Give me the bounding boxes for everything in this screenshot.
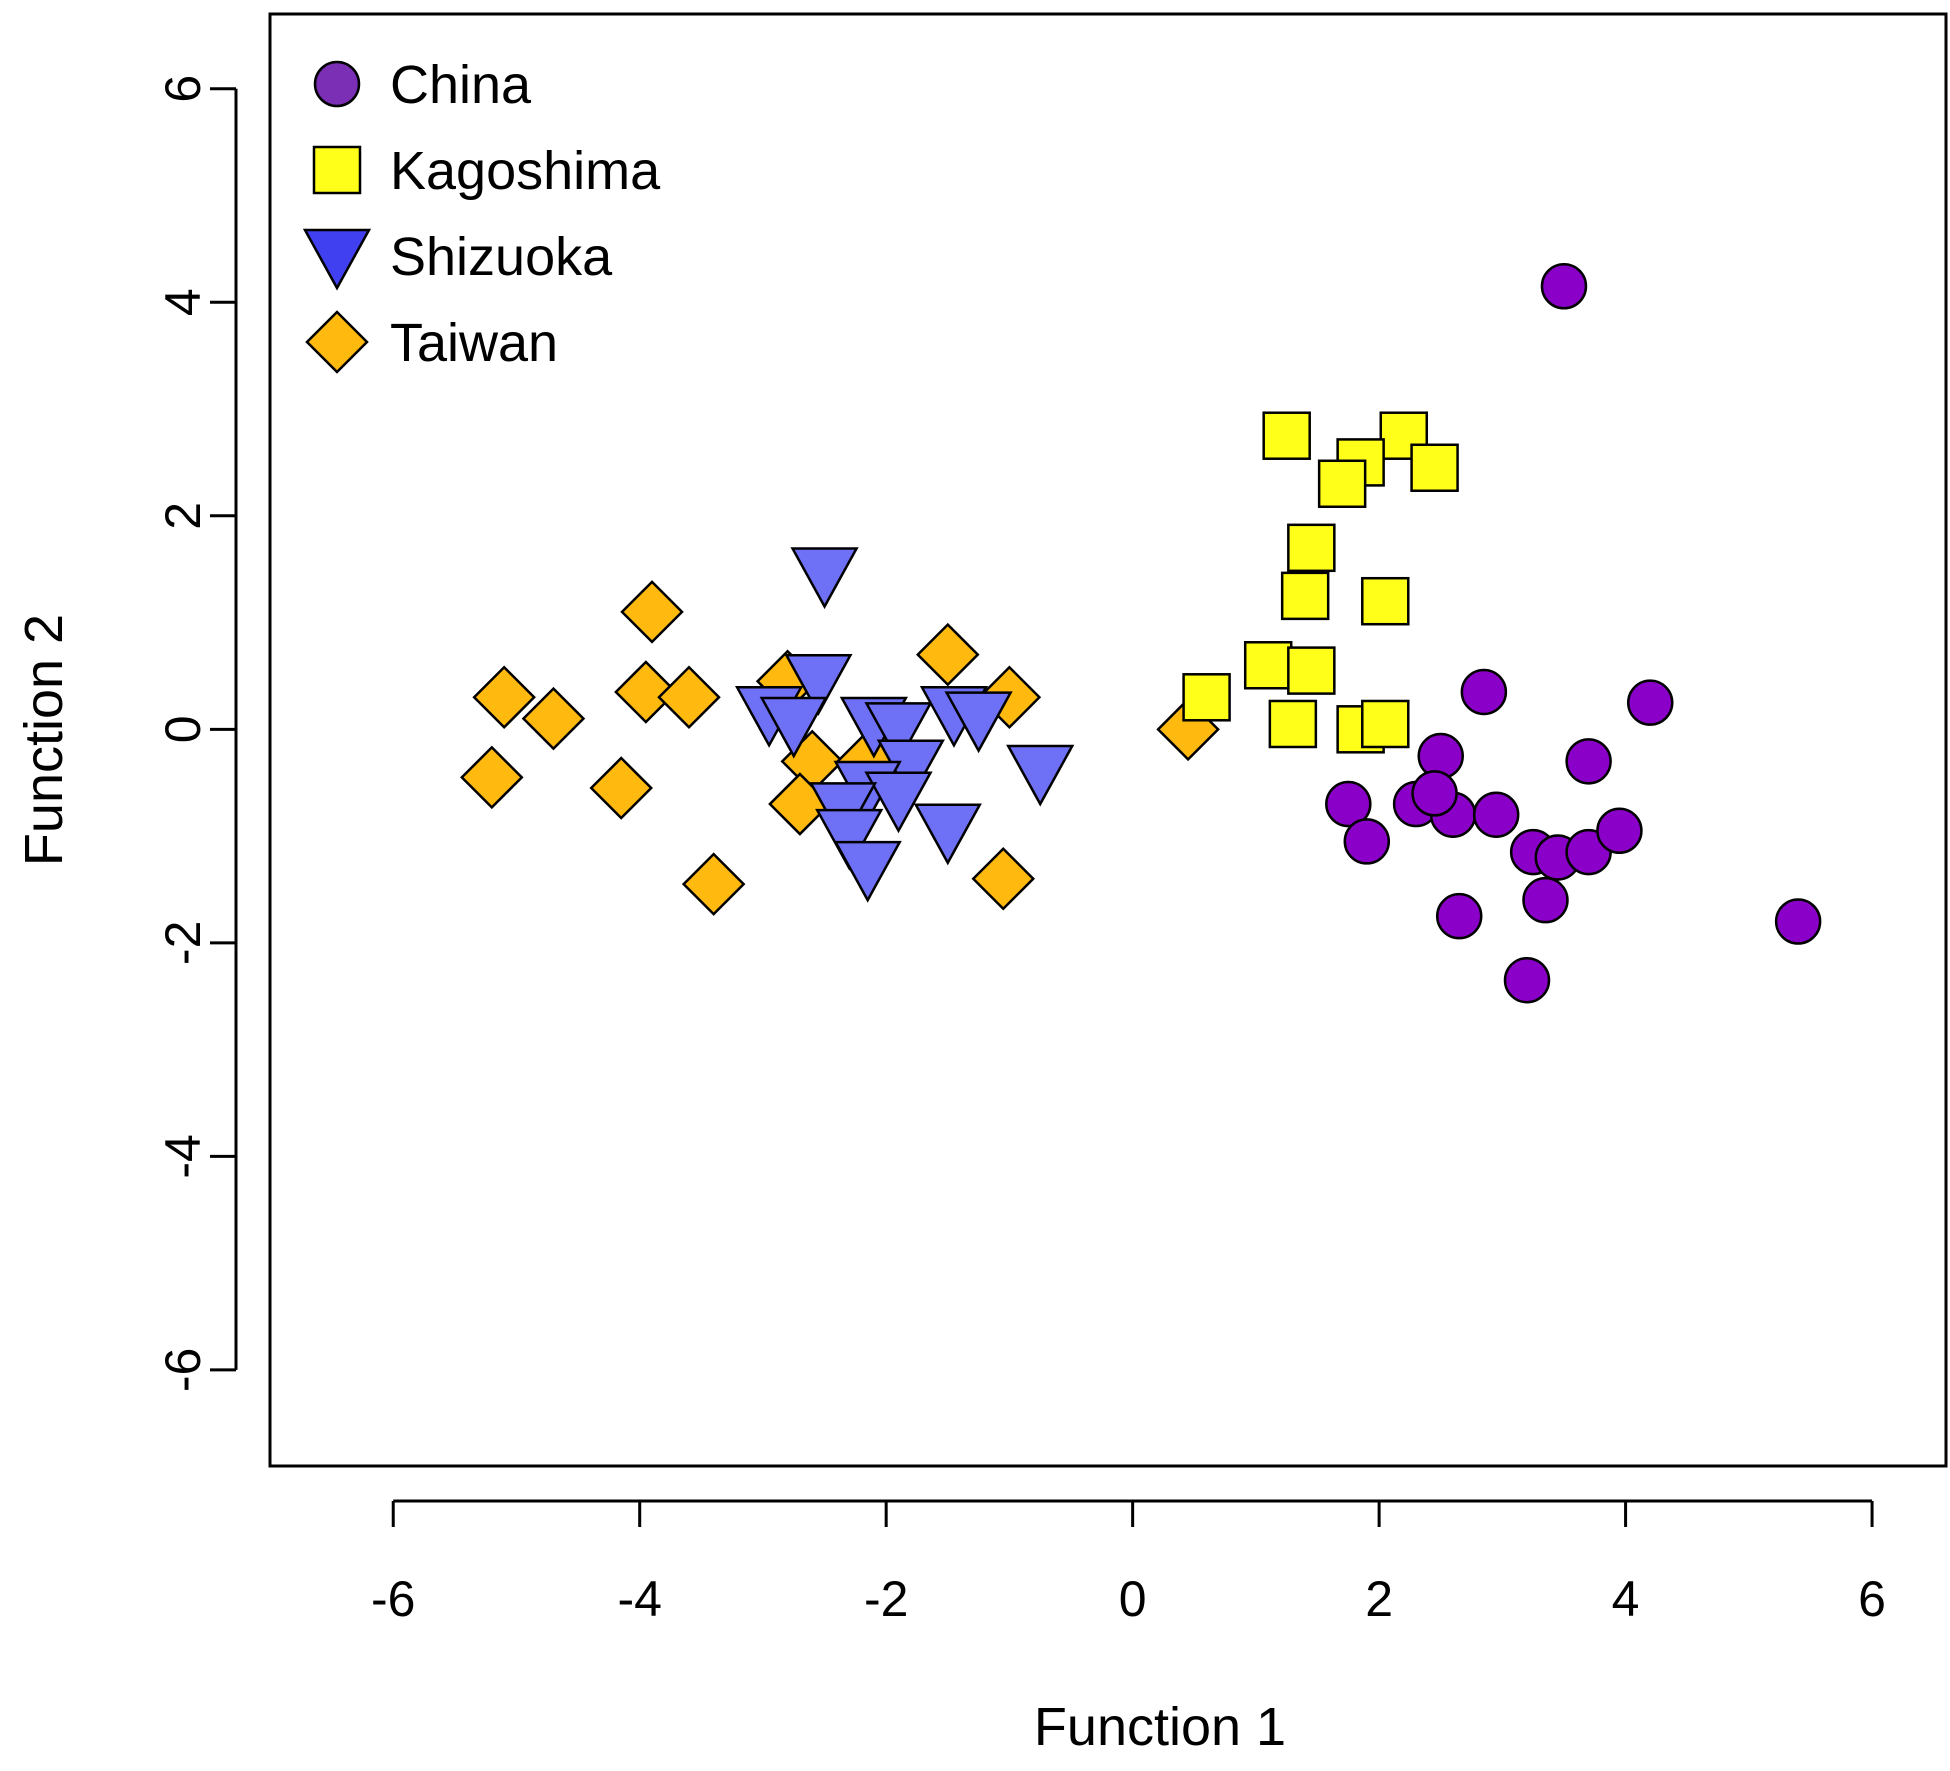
- kagoshima-point: [1268, 699, 1318, 749]
- china-point: [1540, 263, 1588, 310]
- kagoshima-point: [1182, 673, 1231, 722]
- kagoshima-point: [1262, 411, 1311, 460]
- legend-label-kagoshima: Kagoshima: [390, 141, 661, 201]
- x-tick-label: 2: [1365, 1571, 1393, 1627]
- legend-label-taiwan: Taiwan: [390, 313, 558, 373]
- shizuoka-point: [784, 654, 853, 716]
- china-point: [1565, 738, 1612, 785]
- kagoshima-point: [1287, 646, 1336, 695]
- taiwan-point: [472, 665, 536, 730]
- china-point: [1343, 818, 1391, 865]
- y-tick-label: -4: [155, 1134, 211, 1178]
- x-tick-label: 0: [1119, 1571, 1147, 1627]
- y-tick-label: -2: [155, 921, 211, 965]
- taiwan-point: [916, 622, 980, 687]
- kagoshima-point: [1410, 443, 1459, 492]
- kagoshima-point: [1280, 571, 1330, 621]
- china-point: [1522, 876, 1569, 924]
- y-axis-title: Function 2: [14, 614, 74, 866]
- x-tick-label: 6: [1858, 1571, 1886, 1627]
- kagoshima-point: [1361, 699, 1410, 749]
- y-axis: -6 -4 -2 0 2 4 6: [155, 75, 238, 1392]
- taiwan-point: [657, 665, 721, 730]
- legend-label-china: China: [390, 55, 532, 115]
- plot-frame: [268, 12, 1948, 1468]
- taiwan-point: [460, 745, 524, 810]
- y-tick-label: 4: [155, 288, 211, 316]
- taiwan-point: [589, 756, 653, 820]
- shizuoka-point: [944, 691, 1013, 754]
- legend-shizuoka-triangle-icon: [302, 228, 372, 291]
- taiwan-point: [620, 580, 684, 644]
- taiwan-point: [614, 660, 678, 724]
- kagoshima-point: [1243, 641, 1293, 690]
- x-tick-label: -6: [371, 1571, 415, 1627]
- x-axis: -6 -4 -2 0 2 4 6: [371, 1499, 1886, 1627]
- shizuoka-point: [815, 808, 884, 871]
- y-tick-label: 6: [155, 75, 211, 103]
- taiwan-point: [681, 852, 746, 916]
- legend: China Kagoshima Shizuoka Taiwan: [302, 55, 661, 374]
- china-point: [1435, 892, 1483, 940]
- x-tick-label: -4: [617, 1571, 661, 1627]
- china-point: [1774, 898, 1822, 945]
- taiwan-point: [521, 686, 586, 751]
- china-point: [1460, 668, 1508, 716]
- shizuoka-point: [864, 702, 933, 764]
- legend-china-circle-icon: [313, 60, 361, 108]
- china-point: [1411, 770, 1458, 817]
- shizuoka-point: [833, 840, 902, 903]
- legend-taiwan-diamond-icon: [305, 310, 369, 374]
- kagoshima-point: [1317, 459, 1367, 509]
- china-point: [1472, 791, 1520, 838]
- kagoshima-point: [1287, 523, 1336, 573]
- legend-kagoshima-square-icon: [312, 145, 362, 195]
- y-tick-label: 0: [155, 715, 211, 743]
- x-tick-label: 4: [1612, 1571, 1640, 1627]
- y-tick-label: -6: [155, 1348, 211, 1392]
- shizuoka-point: [759, 696, 828, 759]
- shizuoka-point: [913, 803, 982, 866]
- china-point: [1503, 956, 1551, 1004]
- shizuoka-point: [790, 547, 859, 610]
- china-point: [1596, 807, 1643, 854]
- x-tick-label: -2: [864, 1571, 908, 1627]
- legend-label-shizuoka: Shizuoka: [390, 227, 613, 287]
- taiwan-point: [971, 847, 1036, 911]
- kagoshima-point: [1361, 576, 1410, 626]
- y-tick-label: 2: [155, 502, 211, 530]
- china-point: [1626, 679, 1674, 726]
- china-point: [1325, 780, 1372, 828]
- shizuoka-point: [864, 771, 933, 834]
- data-marks: [460, 263, 1822, 1004]
- shizuoka-point: [1006, 744, 1075, 807]
- x-axis-title: Function 1: [1034, 1697, 1286, 1757]
